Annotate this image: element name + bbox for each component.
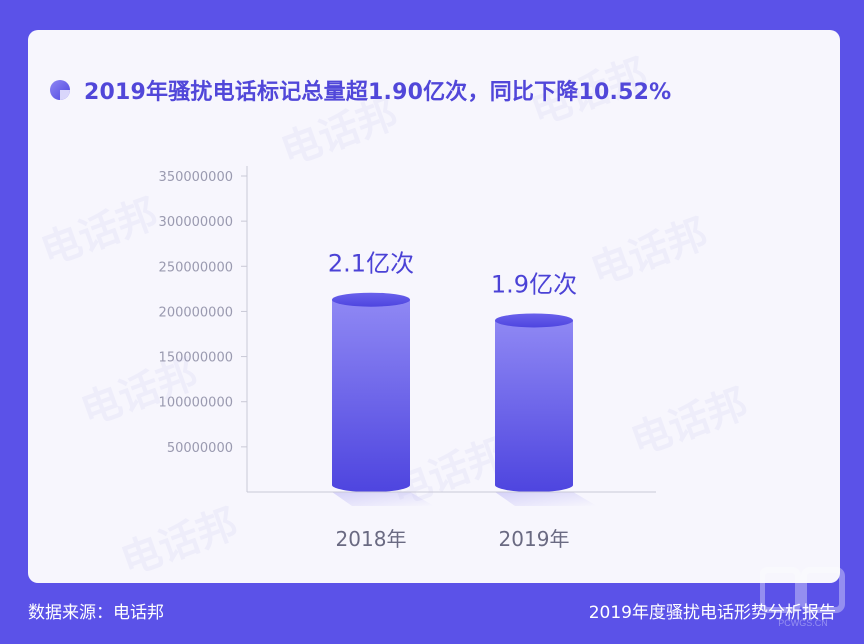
bar bbox=[495, 320, 573, 492]
bar-shadow bbox=[332, 492, 434, 506]
y-tick-label: 200000000 bbox=[159, 305, 233, 320]
pie-icon bbox=[50, 80, 70, 100]
bar-cap bbox=[495, 313, 573, 328]
report-title: 2019年度骚扰电话形势分析报告 bbox=[588, 603, 836, 623]
chart-title: 2019年骚扰电话标记总量超1.90亿次，同比下降10.52% bbox=[84, 80, 672, 105]
bar-shadow bbox=[495, 492, 597, 506]
y-tick-label: 50000000 bbox=[167, 441, 233, 456]
y-tick-label: 150000000 bbox=[159, 351, 233, 366]
bar-chart: 50000000 100000000 150000000 200000000 25000… bbox=[159, 166, 656, 551]
x-axis: 2018年 2019年 bbox=[247, 491, 656, 551]
y-axis: 50000000 100000000 150000000 200000000 25000… bbox=[159, 166, 248, 492]
logo-text: PCWGS.CN bbox=[778, 618, 828, 628]
bar bbox=[332, 299, 410, 492]
y-tick-label: 350000000 bbox=[159, 170, 233, 185]
pc-logo: PCWGS.CN bbox=[760, 567, 845, 628]
y-tick-label: 100000000 bbox=[159, 396, 233, 411]
data-source: 数据来源：电话邦 bbox=[28, 603, 164, 623]
data-label: 1.9亿次 bbox=[491, 270, 577, 298]
chart-card: 电话邦 电话邦 电话邦 电话邦 电话邦 电话邦 电话邦 电话邦 2019年骚扰电… bbox=[28, 30, 840, 583]
data-label: 2.1亿次 bbox=[328, 250, 414, 278]
x-tick-label: 2018年 bbox=[336, 527, 407, 551]
bar-cap bbox=[332, 292, 410, 307]
y-tick-label: 300000000 bbox=[159, 215, 233, 230]
title-row: 2019年骚扰电话标记总量超1.90亿次，同比下降10.52% bbox=[48, 72, 671, 108]
bars: 2.1亿次 1.9亿次 bbox=[328, 250, 597, 506]
x-tick-label: 2019年 bbox=[499, 527, 570, 551]
y-tick-label: 250000000 bbox=[159, 260, 233, 275]
